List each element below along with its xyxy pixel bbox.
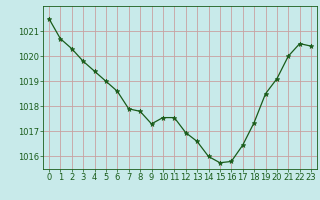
Text: Graphe pression niveau de la mer (hPa): Graphe pression niveau de la mer (hPa) [41,183,279,193]
